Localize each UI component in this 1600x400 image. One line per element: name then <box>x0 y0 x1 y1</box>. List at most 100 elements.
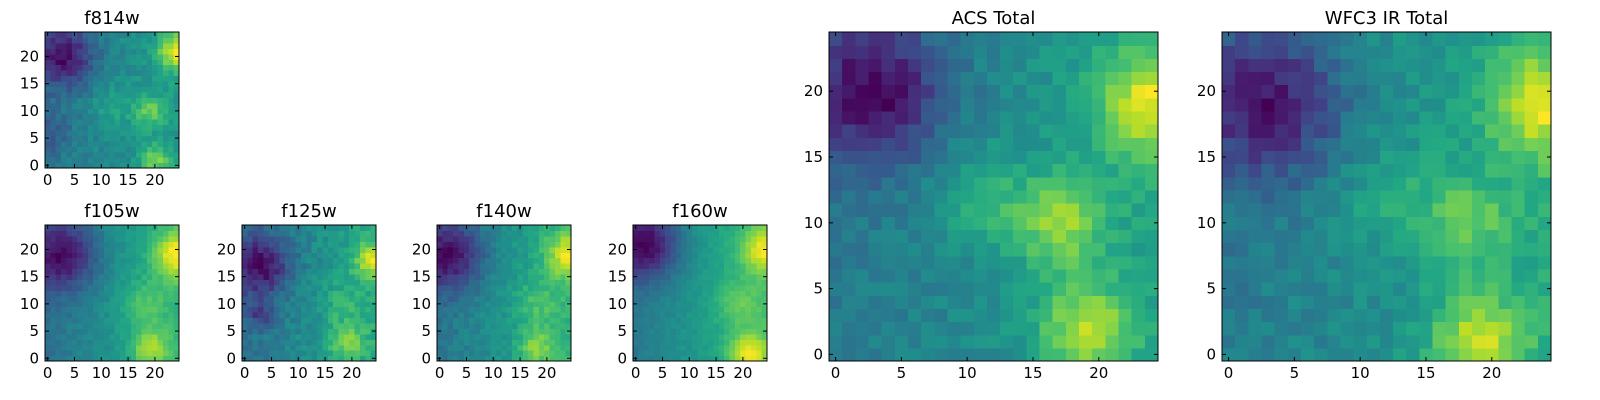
heatmap-cell <box>453 257 460 264</box>
heatmap-cell <box>327 279 334 286</box>
heatmap-cell <box>1314 45 1328 59</box>
heatmap-cell <box>1065 110 1080 125</box>
heatmap-cell <box>1511 189 1526 204</box>
heatmap-cell <box>98 135 105 142</box>
heatmap-cell <box>268 317 275 324</box>
heatmap-cell <box>120 162 126 169</box>
heatmap-cell <box>1485 189 1499 204</box>
heatmap-cell <box>1419 71 1434 86</box>
heatmap-cell <box>61 322 68 329</box>
heatmap-cell <box>643 241 650 248</box>
heatmap-cell <box>242 263 248 270</box>
heatmap-cell <box>1274 229 1289 244</box>
heatmap-cell <box>173 37 180 44</box>
heatmap-cell <box>1287 124 1302 138</box>
heatmap-cell <box>247 290 254 297</box>
heatmap-cell <box>691 268 698 275</box>
heatmap-cell <box>1000 242 1014 257</box>
heatmap-cell <box>649 328 656 335</box>
heatmap-cell <box>1131 71 1146 86</box>
heatmap-cell <box>87 344 94 351</box>
heatmap-cell <box>103 70 110 77</box>
heatmap-cell <box>365 257 372 264</box>
heatmap-cell <box>365 241 372 248</box>
heatmap-cell <box>654 246 661 253</box>
heatmap-cell <box>252 339 259 346</box>
heatmap-cell <box>654 241 661 248</box>
heatmap-cell <box>479 344 486 351</box>
heatmap-cell <box>643 328 650 335</box>
heatmap-cell <box>485 322 492 329</box>
heatmap-cell <box>1340 163 1355 178</box>
heatmap-cell <box>469 263 476 270</box>
x-tick-label: 0 <box>43 364 53 382</box>
heatmap-cell <box>300 279 307 286</box>
heatmap-cell <box>50 225 57 232</box>
heatmap-cell <box>61 235 68 242</box>
heatmap-cell <box>649 268 656 275</box>
heatmap-cell <box>61 257 68 264</box>
heatmap-cell <box>1472 163 1486 178</box>
heatmap-cell <box>290 355 297 362</box>
heatmap-cell <box>284 235 291 242</box>
heatmap-cell <box>55 290 62 297</box>
heatmap-cell <box>469 290 476 297</box>
heatmap-cell <box>55 225 62 232</box>
heatmap-cell <box>528 257 535 264</box>
heatmap-cell <box>1026 203 1041 217</box>
heatmap-cell <box>1222 295 1236 309</box>
heatmap-cell <box>120 48 126 55</box>
heatmap-cell <box>501 317 508 324</box>
heatmap-cell <box>855 150 870 165</box>
heatmap-cell <box>168 252 175 259</box>
heatmap-cell <box>327 328 334 335</box>
heatmap-cell <box>168 48 175 55</box>
heatmap-cell <box>1340 45 1355 59</box>
y-tick-label: 0 <box>29 349 39 367</box>
heatmap-cell <box>87 241 94 248</box>
heatmap-cell <box>120 339 126 346</box>
heatmap-cell <box>300 301 307 308</box>
heatmap-cell <box>1105 32 1120 46</box>
heatmap-cell <box>670 263 677 270</box>
heatmap-cell <box>1393 137 1407 152</box>
heatmap-cell <box>697 279 704 286</box>
heatmap-cell <box>168 113 175 120</box>
heatmap-cell <box>921 32 935 46</box>
heatmap-cell <box>338 235 345 242</box>
heatmap-cell <box>506 322 513 329</box>
heatmap-cell <box>1039 97 1054 112</box>
heatmap-cell <box>894 97 909 112</box>
heatmap-cell <box>258 322 265 329</box>
heatmap-cell <box>300 290 307 297</box>
heatmap-cell <box>686 246 693 253</box>
x-tick-label: 20 <box>145 364 164 382</box>
heatmap-cell <box>1248 308 1263 323</box>
heatmap-cell <box>359 230 366 237</box>
heatmap-cell <box>338 328 345 335</box>
heatmap-cell <box>643 257 650 264</box>
heatmap-cell <box>1537 203 1552 217</box>
heatmap-cell <box>252 333 259 340</box>
x-tick-label: 15 <box>707 364 726 382</box>
heatmap-cell <box>686 317 693 324</box>
heatmap-cell <box>947 203 962 217</box>
heatmap-cell <box>479 306 486 313</box>
heatmap-cell <box>61 129 68 136</box>
heatmap-cell <box>136 146 143 153</box>
heatmap-cell <box>114 322 121 329</box>
heatmap-cell <box>522 306 529 313</box>
heatmap-cell <box>829 176 843 191</box>
heatmap-cell <box>697 355 704 362</box>
heatmap-cell <box>453 355 460 362</box>
heatmap-cell <box>681 246 688 253</box>
heatmap-cell <box>638 290 645 297</box>
heatmap-cell <box>638 328 645 335</box>
heatmap-cell <box>463 279 470 286</box>
heatmap-cell <box>242 284 248 291</box>
heatmap-cell <box>61 273 68 280</box>
heatmap-cell <box>87 290 94 297</box>
heatmap-cell <box>1235 45 1249 59</box>
heatmap-cell <box>1287 216 1302 230</box>
